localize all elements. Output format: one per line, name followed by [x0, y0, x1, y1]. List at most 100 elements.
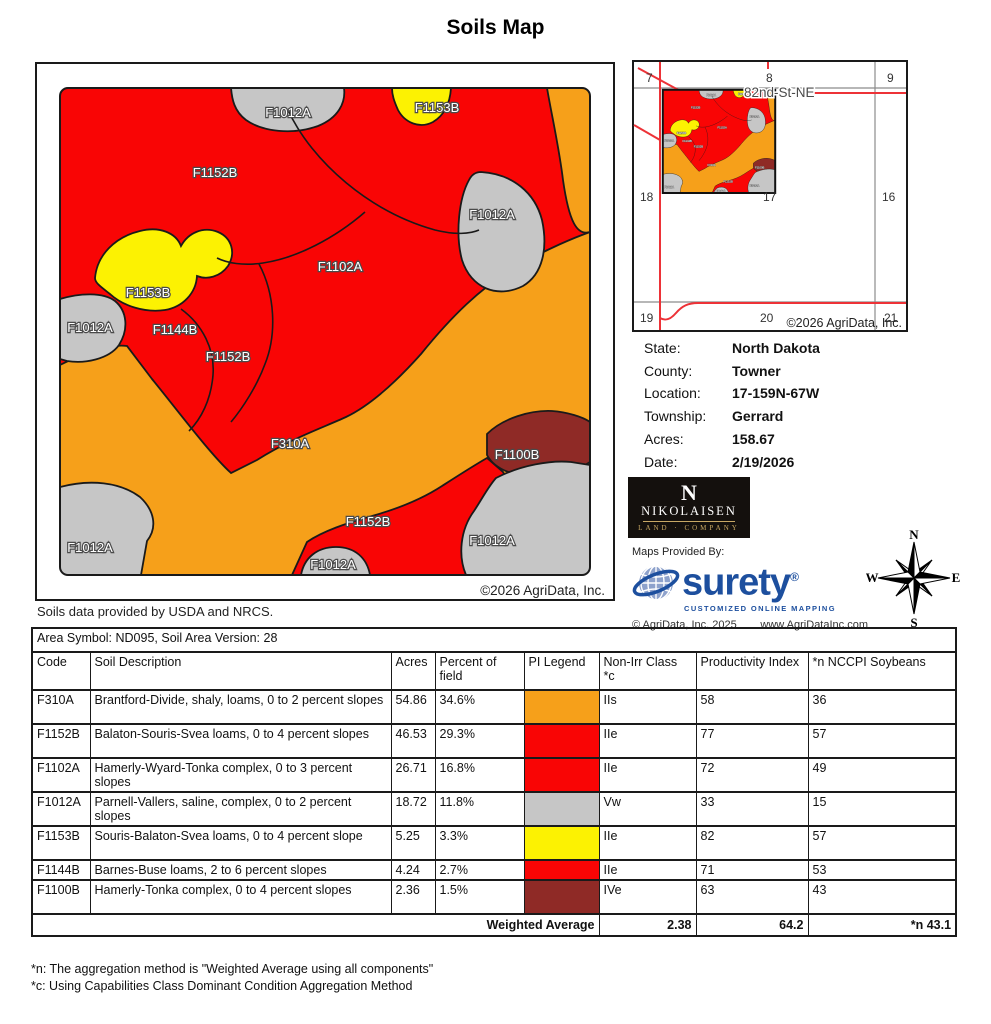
cell-pi: 72	[695, 757, 809, 793]
info-row-township: Township: Gerrard	[644, 408, 784, 425]
soil-region-F1012A-top	[230, 88, 346, 133]
cell-description: Hamerly-Tonka complex, 0 to 4 percent sl…	[89, 879, 392, 915]
map-label: F1012A	[310, 557, 356, 572]
cell-non-irr: IIe	[598, 723, 697, 759]
cell-non-irr: IIs	[598, 689, 697, 725]
compass-e: E	[952, 570, 961, 585]
table-row: F1100B Hamerly-Tonka complex, 0 to 4 perc…	[31, 879, 957, 915]
cell-description: Balaton-Souris-Svea loams, 0 to 4 percen…	[89, 723, 392, 759]
soil-map-content: F1012A F1153B F1152B F1012A F1102A F1153B F101…	[59, 87, 591, 576]
cell-nccpi: 49	[807, 757, 957, 793]
cell-nccpi: 15	[807, 791, 957, 827]
soils-table-container: Area Symbol: ND095, Soil Area Version: 2…	[31, 627, 958, 937]
compass-rose-icon: N S E W	[866, 528, 961, 628]
cell-pi: 63	[695, 879, 809, 915]
cell-pi: 58	[695, 689, 809, 725]
map-label: F1100B	[495, 447, 540, 462]
soil-region-F1012A-bottom-left	[60, 481, 155, 575]
locator-number: 17	[763, 190, 777, 204]
cell-acres: 5.25	[390, 825, 436, 861]
surety-tagline: CUSTOMIZED ONLINE MAPPING	[684, 604, 836, 613]
cell-non-irr: Vw	[598, 791, 697, 827]
cell-pi: 77	[695, 723, 809, 759]
locator-number: 20	[760, 311, 774, 325]
compass-w: W	[866, 570, 879, 585]
col-header-productivity: Productivity Index	[695, 651, 809, 691]
info-row-state: State: North Dakota	[644, 340, 820, 356]
cell-percent: 2.7%	[434, 859, 525, 881]
globe-icon	[632, 565, 680, 601]
map-label: F1152B	[193, 165, 238, 180]
soils-table: Area Symbol: ND095, Soil Area Version: 2…	[31, 627, 958, 937]
weighted-average-label: Weighted Average	[31, 913, 600, 937]
locator-number: 16	[882, 190, 896, 204]
cell-acres: 4.24	[390, 859, 436, 881]
surety-block: Maps Provided By: surety® CUSTOMIZED ONL…	[632, 546, 870, 631]
cell-acres: 18.72	[390, 791, 436, 827]
surety-wordmark: surety®	[682, 561, 799, 604]
info-row-acres: Acres: 158.67	[644, 430, 775, 447]
cell-percent: 11.8%	[434, 791, 525, 827]
locator-thumbnail	[663, 90, 775, 193]
footnote-c: *c: Using Capabilities Class Dominant Co…	[31, 979, 413, 993]
cell-acres: 46.53	[390, 723, 436, 759]
cell-code: F1152B	[31, 723, 91, 759]
cell-description: Barnes-Buse loams, 2 to 6 percent slopes	[89, 859, 392, 881]
map-label: F1152B	[206, 349, 251, 364]
col-header-percent: Percent of field	[434, 651, 525, 691]
cell-nccpi: 36	[807, 689, 957, 725]
col-header-non-irr: Non-Irr Class *c	[598, 651, 697, 691]
info-row-county: County: Towner	[644, 362, 781, 379]
parcel-info: State: North Dakota County: Towner Locatio…	[644, 337, 820, 473]
registered-mark-icon: ®	[790, 570, 799, 584]
table-row: F1153B Souris-Balaton-Svea loams, 0 to 4 …	[31, 825, 957, 861]
cell-nccpi: 57	[807, 825, 957, 861]
soil-region-F1153B-left	[94, 228, 233, 312]
road-label: 82nd-St-NE	[744, 85, 815, 100]
cell-code: F1100B	[31, 879, 91, 915]
cell-legend	[523, 757, 600, 793]
weighted-average-non-irr: 2.38	[598, 913, 697, 937]
map-label: F1144B	[153, 322, 198, 337]
cell-nccpi: 43	[807, 879, 957, 915]
map-copyright: ©2026 AgriData, Inc.	[480, 583, 605, 598]
cell-percent: 29.3%	[434, 723, 525, 759]
maps-provided-by: Maps Provided By:	[632, 546, 725, 558]
map-label: F1012A	[469, 207, 515, 222]
table-row: F310A Brantford-Divide, shaly, loams, 0 t…	[31, 689, 957, 725]
table-row: F1152B Balaton-Souris-Svea loams, 0 to 4 …	[31, 723, 957, 759]
thumbnail-border	[661, 88, 777, 194]
cell-legend	[523, 791, 600, 827]
cell-pi: 33	[695, 791, 809, 827]
col-header-acres: Acres	[390, 651, 436, 691]
compass-n: N	[909, 528, 919, 542]
cell-legend	[523, 859, 600, 881]
locator-number: 7	[646, 71, 653, 85]
cell-code: F1012A	[31, 791, 91, 827]
col-header-nccpi: *n NCCPI Soybeans	[807, 651, 957, 691]
soil-square-border	[59, 87, 591, 576]
cell-pi: 71	[695, 859, 809, 881]
nikolaisen-logo: N NIKOLAISEN LAND · COMPANY	[628, 477, 750, 538]
cell-percent: 16.8%	[434, 757, 525, 793]
table-row: F1144B Barnes-Buse loams, 2 to 6 percent …	[31, 859, 957, 881]
map-caption: Soils data provided by USDA and NRCS.	[37, 604, 274, 619]
soil-region-F1012A-bottom-right	[460, 460, 590, 575]
nikolaisen-name: NIKOLAISEN	[641, 504, 737, 518]
cell-code: F1153B	[31, 825, 91, 861]
footnote-n: *n: The aggregation method is "Weighted …	[31, 962, 434, 976]
locator-map: 7 8 9 18 17 16 19 20 21 82nd-St-NE ©2026 AgriDat…	[632, 60, 908, 332]
col-header-description: Soil Description	[89, 651, 392, 691]
compass-s: S	[910, 615, 917, 628]
table-header-row: Code Soil Description Acres Percent of f…	[31, 651, 957, 691]
cell-acres: 2.36	[390, 879, 436, 915]
cell-acres: 26.71	[390, 757, 436, 793]
locator-number: 19	[640, 311, 654, 325]
cell-description: Souris-Balaton-Svea loams, 0 to 4 percen…	[89, 825, 392, 861]
nikolaisen-rule	[643, 521, 735, 522]
cell-legend	[523, 723, 600, 759]
soil-region-F1012A-right	[457, 171, 546, 293]
locator-number: 18	[640, 190, 654, 204]
cell-nccpi: 53	[807, 859, 957, 881]
cell-percent: 34.6%	[434, 689, 525, 725]
